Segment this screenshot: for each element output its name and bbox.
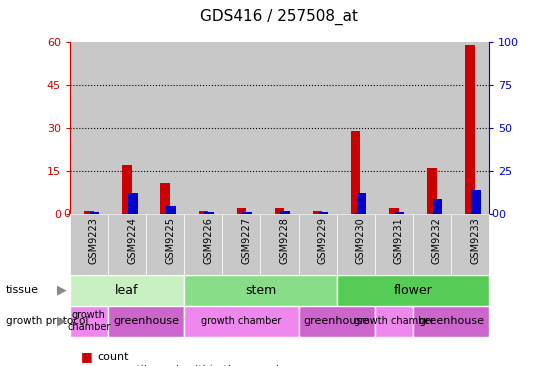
Bar bbox=[299, 214, 337, 274]
Bar bbox=[395, 212, 404, 214]
Bar bbox=[319, 212, 328, 214]
Bar bbox=[471, 190, 481, 214]
Text: greenhouse: greenhouse bbox=[418, 316, 484, 326]
Text: ▶: ▶ bbox=[56, 315, 67, 328]
Bar bbox=[413, 306, 489, 337]
Bar bbox=[184, 42, 222, 214]
Bar bbox=[337, 214, 375, 274]
Bar bbox=[146, 214, 184, 274]
Bar bbox=[236, 208, 246, 214]
Bar bbox=[260, 42, 299, 214]
Bar bbox=[70, 274, 184, 306]
Bar bbox=[281, 211, 290, 214]
Text: greenhouse: greenhouse bbox=[304, 316, 369, 326]
Text: percentile rank within the sample: percentile rank within the sample bbox=[98, 365, 286, 366]
Bar bbox=[108, 214, 146, 274]
Bar bbox=[375, 214, 413, 274]
Text: GSM9225: GSM9225 bbox=[165, 217, 175, 264]
Bar bbox=[299, 306, 375, 337]
Bar bbox=[108, 42, 146, 214]
Text: ■: ■ bbox=[81, 350, 93, 363]
Text: growth protocol: growth protocol bbox=[6, 316, 88, 326]
Bar bbox=[375, 306, 413, 337]
Bar bbox=[70, 306, 108, 337]
Text: 0: 0 bbox=[63, 209, 70, 219]
Text: GSM9224: GSM9224 bbox=[127, 217, 137, 264]
Bar bbox=[351, 131, 361, 214]
Bar bbox=[260, 214, 299, 274]
Bar bbox=[160, 183, 170, 214]
Text: GSM9231: GSM9231 bbox=[394, 217, 404, 264]
Bar bbox=[184, 214, 222, 274]
Bar bbox=[90, 212, 100, 214]
Text: GSM9230: GSM9230 bbox=[356, 217, 366, 264]
Bar bbox=[222, 42, 260, 214]
Text: GSM9232: GSM9232 bbox=[432, 217, 442, 264]
Bar bbox=[427, 168, 437, 214]
Bar bbox=[184, 274, 337, 306]
Bar bbox=[198, 211, 208, 214]
Bar bbox=[465, 45, 475, 214]
Text: growth chamber: growth chamber bbox=[201, 316, 282, 326]
Bar bbox=[128, 194, 138, 214]
Text: GSM9229: GSM9229 bbox=[318, 217, 328, 264]
Bar bbox=[299, 42, 337, 214]
Text: tissue: tissue bbox=[6, 285, 39, 295]
Bar bbox=[413, 42, 451, 214]
Text: greenhouse: greenhouse bbox=[113, 316, 179, 326]
Bar bbox=[357, 194, 366, 214]
Bar bbox=[451, 42, 489, 214]
Bar bbox=[146, 42, 184, 214]
Text: GSM9223: GSM9223 bbox=[89, 217, 99, 264]
Bar bbox=[84, 211, 94, 214]
Text: GSM9228: GSM9228 bbox=[280, 217, 290, 264]
Text: GDS416 / 257508_at: GDS416 / 257508_at bbox=[201, 9, 358, 25]
Bar bbox=[337, 42, 375, 214]
Bar bbox=[184, 306, 299, 337]
Bar bbox=[70, 42, 108, 214]
Bar bbox=[413, 214, 451, 274]
Text: GSM9233: GSM9233 bbox=[470, 217, 480, 264]
Bar bbox=[337, 274, 489, 306]
Bar bbox=[243, 212, 252, 214]
Bar bbox=[204, 212, 214, 214]
Text: ▶: ▶ bbox=[56, 284, 67, 296]
Bar bbox=[433, 199, 442, 214]
Bar bbox=[313, 211, 323, 214]
Text: ■: ■ bbox=[81, 363, 93, 366]
Bar bbox=[375, 42, 413, 214]
Text: flower: flower bbox=[394, 284, 432, 296]
Text: count: count bbox=[98, 352, 129, 362]
Text: GSM9226: GSM9226 bbox=[203, 217, 214, 264]
Text: GSM9227: GSM9227 bbox=[241, 217, 252, 264]
Bar bbox=[166, 206, 176, 214]
Text: 0: 0 bbox=[491, 209, 498, 219]
Text: growth
chamber: growth chamber bbox=[67, 310, 111, 332]
Bar bbox=[389, 208, 399, 214]
Bar bbox=[222, 214, 260, 274]
Text: leaf: leaf bbox=[115, 284, 139, 296]
Bar bbox=[122, 165, 132, 214]
Bar bbox=[451, 214, 489, 274]
Bar bbox=[274, 208, 285, 214]
Bar bbox=[108, 306, 184, 337]
Bar bbox=[70, 214, 108, 274]
Text: stem: stem bbox=[245, 284, 276, 296]
Text: growth chamber: growth chamber bbox=[354, 316, 434, 326]
